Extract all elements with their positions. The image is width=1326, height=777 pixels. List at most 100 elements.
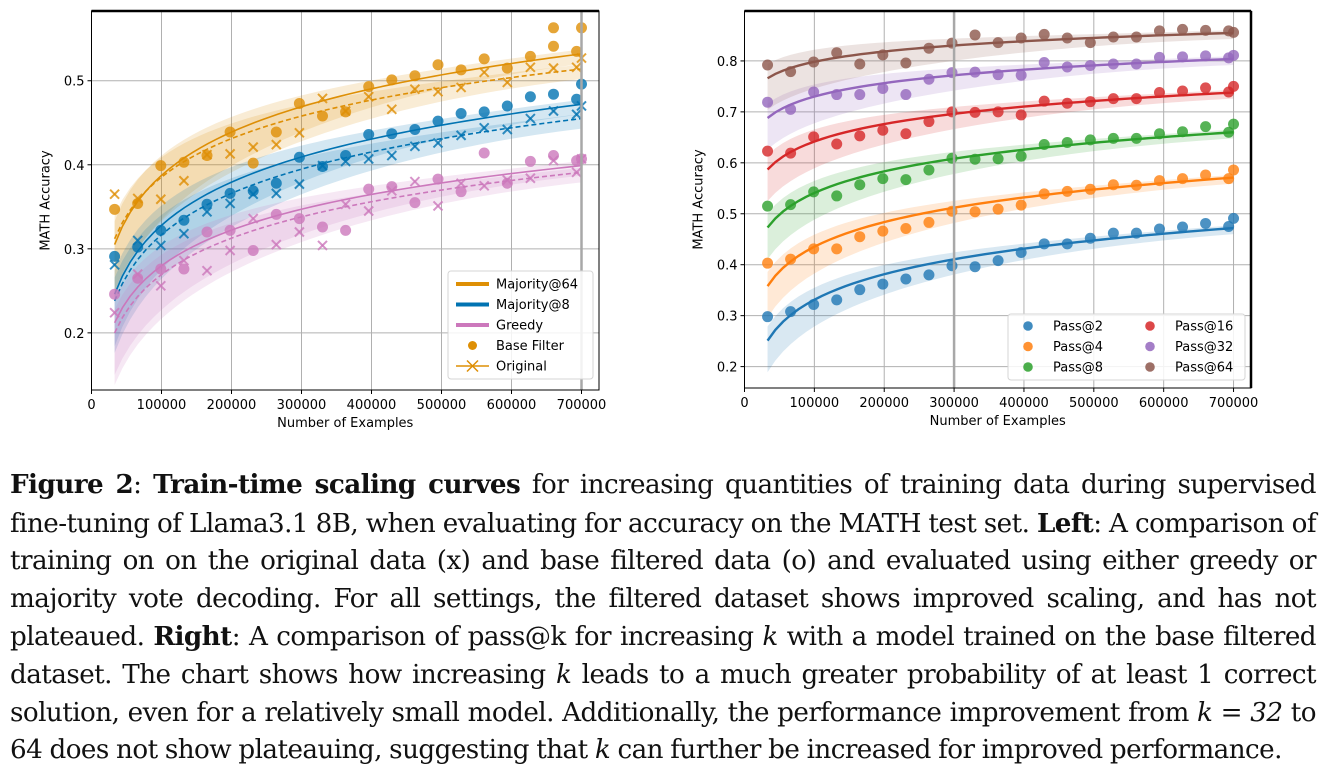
data-point-pass-64: [762, 59, 774, 71]
data-point-pass-2: [1177, 221, 1189, 233]
data-point-majority-8-base-filter: [224, 187, 236, 199]
x-tick-label: 200000: [859, 396, 909, 411]
legend-label: Pass@16: [1175, 320, 1233, 335]
data-point-majority-64-base-filter: [247, 157, 259, 169]
y-tick-label: 0.2: [64, 327, 85, 342]
caption-k: k: [594, 735, 611, 766]
data-point-pass-16: [1228, 80, 1240, 92]
data-point-pass-4: [808, 243, 820, 255]
x-tick-label: 600000: [1139, 396, 1189, 411]
data-point-greedy-original: [178, 255, 190, 266]
data-point-pass-16: [1200, 82, 1212, 94]
data-point-greedy-original: [155, 280, 167, 292]
data-point-pass-8: [1130, 132, 1142, 144]
legend-swatch-pass-16: [1145, 321, 1155, 331]
data-point-greedy-original: [224, 245, 236, 256]
data-point-pass-16: [1153, 87, 1165, 99]
data-point-pass-32: [1038, 56, 1050, 68]
data-point-pass-2: [808, 298, 820, 310]
caption-k: k: [555, 659, 572, 690]
data-point-pass-2: [854, 284, 866, 296]
data-point-pass-64: [1061, 32, 1073, 44]
data-point-majority-64-base-filter: [270, 126, 282, 138]
data-point-pass-8: [854, 179, 866, 191]
data-point-majority-8-base-filter: [293, 151, 305, 163]
data-point-majority-8-base-filter: [571, 93, 583, 105]
data-point-pass-8: [1038, 138, 1050, 150]
data-point-majority-64-base-filter: [524, 50, 536, 62]
data-point-pass-16: [1107, 93, 1119, 105]
data-point-pass-2: [1038, 238, 1050, 250]
data-point-majority-64-original: [247, 141, 259, 153]
legend-swatch-pass-64: [1145, 362, 1155, 372]
data-point-pass-16: [1061, 97, 1073, 109]
data-point-pass-32: [900, 89, 912, 101]
y-tick-label: 0.3: [64, 243, 85, 258]
data-point-pass-16: [1015, 109, 1027, 121]
legend-label: Pass@2: [1053, 320, 1103, 335]
data-point-pass-32: [1061, 61, 1073, 73]
data-point-pass-8: [1228, 118, 1240, 130]
data-point-majority-64-base-filter: [409, 70, 421, 82]
data-point-majority-64-base-filter: [363, 81, 375, 93]
data-point-pass-8: [1061, 136, 1073, 148]
y-tick-label: 0.7: [717, 106, 738, 121]
data-point-majority-8-original: [178, 228, 190, 239]
data-point-pass-2: [969, 261, 981, 273]
data-point-majority-8-base-filter: [386, 128, 398, 140]
data-point-pass-64: [992, 37, 1004, 49]
data-point-pass-4: [1153, 175, 1165, 187]
data-point-pass-8: [1223, 126, 1235, 138]
data-point-pass-2: [831, 294, 843, 306]
legend-label: Base Filter: [496, 339, 565, 354]
data-point-pass-8: [992, 153, 1004, 165]
data-point-pass-4: [1223, 173, 1235, 185]
data-point-pass-8: [969, 153, 981, 165]
confidence-band-greedy-original: [114, 167, 582, 385]
data-point-greedy-base-filter: [340, 224, 352, 236]
data-point-pass-32: [1200, 50, 1212, 62]
data-point-majority-8-base-filter: [409, 123, 421, 135]
y-tick-label: 0.5: [64, 75, 85, 90]
data-point-pass-32: [854, 89, 866, 101]
data-point-greedy-original: [409, 176, 421, 187]
x-tick-label: 400000: [999, 396, 1049, 411]
x-tick-label: 400000: [347, 398, 397, 413]
data-point-majority-64-base-filter: [178, 156, 190, 168]
data-point-pass-32: [877, 82, 889, 94]
data-point-pass-8: [1084, 134, 1096, 146]
data-point-majority-64-original: [178, 175, 190, 186]
data-point-pass-16: [946, 106, 958, 118]
legend-label: Pass@32: [1175, 340, 1233, 355]
legend-label: Original: [496, 360, 547, 375]
left-chart: 0 100000 200000 300000 400000 500000 600000 700…: [39, 9, 606, 431]
data-point-greedy-original: [317, 240, 328, 251]
legend-label: Pass@4: [1053, 340, 1103, 355]
data-point-pass-64: [923, 42, 935, 54]
data-point-majority-64-base-filter: [155, 160, 167, 172]
confidence-band-pass-4: [767, 174, 1234, 318]
data-point-greedy-base-filter: [155, 263, 167, 275]
fit-line-greedy-base-filter: [113, 164, 582, 324]
data-point-majority-64-base-filter: [571, 45, 583, 57]
data-point-majority-8-original: [340, 156, 351, 167]
data-point-majority-8-base-filter: [340, 150, 352, 162]
data-point-majority-64-original: [132, 193, 143, 204]
data-point-majority-8-original: [525, 113, 536, 124]
data-point-greedy-base-filter: [409, 197, 421, 209]
data-point-majority-8-original: [247, 188, 259, 200]
fit-line-majority-8-base-filter: [113, 103, 582, 295]
caption-text: can further be increased for improved pe…: [610, 735, 1282, 766]
data-point-pass-4: [1061, 185, 1073, 197]
data-point-pass-64: [831, 47, 843, 59]
figure-caption: Figure 2: Train-time scaling curves for …: [10, 469, 1317, 766]
data-point-majority-64-original: [317, 93, 328, 104]
data-point-majority-64-original: [432, 86, 444, 97]
data-point-majority-8-original: [201, 206, 213, 218]
legend-box: [447, 270, 594, 380]
data-point-pass-4: [1228, 164, 1240, 176]
data-point-greedy-base-filter: [317, 221, 328, 233]
legend-label: Greedy: [496, 319, 543, 334]
data-point-pass-2: [992, 255, 1004, 267]
data-point-majority-8-original: [155, 240, 167, 251]
